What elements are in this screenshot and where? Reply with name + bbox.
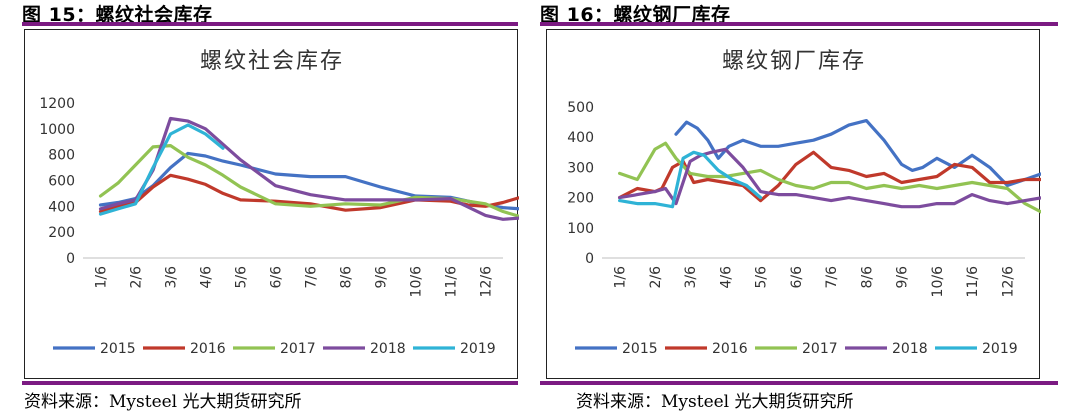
x-tick-label: 11/6	[965, 266, 981, 298]
y-tick-label: 0	[66, 251, 75, 267]
series-line-2017	[617, 141, 1041, 214]
figure-15-bottom-rule	[22, 381, 518, 385]
x-tick-label: 5/6	[754, 266, 770, 289]
series-line-2019	[98, 123, 225, 216]
x-tick-label: 8/6	[339, 266, 355, 289]
y-tick-label: 200	[567, 191, 594, 207]
series-line-2015	[674, 118, 1041, 188]
x-tick-label: 4/6	[199, 266, 215, 289]
series-line-2019	[617, 150, 763, 209]
legend-label-2018: 2018	[370, 341, 406, 357]
legend-label-2017: 2017	[280, 341, 316, 357]
series-line-2016	[617, 150, 1041, 203]
chart-title: 螺纹钢厂库存	[722, 49, 866, 74]
x-tick-label: 10/6	[409, 266, 425, 298]
figure-15-source: 资料来源：Mysteel 光大期货研究所	[24, 392, 302, 412]
series-line-2018	[617, 147, 1041, 209]
legend-label-2015: 2015	[100, 341, 136, 357]
legend-label-2018: 2018	[892, 341, 928, 357]
x-tick-label: 5/6	[234, 266, 250, 289]
x-tick-label: 2/6	[648, 266, 664, 289]
x-tick-label: 11/6	[444, 266, 460, 298]
series-line-2016	[98, 173, 519, 214]
figure-15-top-rule	[22, 22, 518, 26]
chart-social-inventory: 螺纹社会库存 0 200 400 600 800 1000 1200 1/6 2/6 3/6 4/6 5…	[39, 49, 519, 357]
y-tick-label: 300	[567, 160, 594, 176]
x-tick-label: 7/6	[824, 266, 840, 289]
x-tick-label: 1/6	[94, 266, 110, 289]
legend-label-2019: 2019	[460, 341, 496, 357]
chart-panel-social-inventory: 螺纹社会库存 0 200 400 600 800 1000 1200 1/6 2/6 3/6 4/6 5…	[24, 29, 519, 379]
legend-label-2015: 2015	[622, 341, 658, 357]
figure-16-bottom-rule	[540, 381, 1058, 385]
figure-15-title: 图 15：螺纹社会库存	[22, 4, 213, 26]
x-tick-label: 1/6	[613, 266, 629, 289]
x-tick-label: 6/6	[269, 266, 285, 289]
legend-label-2016: 2016	[712, 341, 748, 357]
y-tick-label: 800	[48, 148, 75, 164]
x-tick-label: 8/6	[859, 266, 875, 289]
y-tick-label: 200	[48, 225, 75, 241]
figure-16-source: 资料来源：Mysteel 光大期货研究所	[576, 392, 854, 412]
y-tick-label: 600	[48, 174, 75, 190]
series-line-2017	[98, 143, 519, 218]
legend-label-2019: 2019	[982, 341, 1018, 357]
x-tick-label: 3/6	[683, 266, 699, 289]
y-tick-label: 500	[567, 100, 594, 116]
x-tick-label: 12/6	[1000, 266, 1016, 298]
y-tick-label: 100	[567, 221, 594, 237]
x-tick-label: 9/6	[895, 266, 911, 289]
chart-title: 螺纹社会库存	[200, 49, 344, 74]
y-tick-label: 1200	[39, 96, 75, 112]
chart-panel-mill-inventory: 螺纹钢厂库存 0 100 200 300 400 500 1/6 2/6 3/6 4/6 5/6 6/6…	[546, 29, 1041, 379]
legend-label-2017: 2017	[802, 341, 838, 357]
figure-16-top-rule	[540, 22, 1058, 26]
x-tick-label: 4/6	[718, 266, 734, 289]
y-tick-label: 400	[567, 130, 594, 146]
x-tick-label: 10/6	[930, 266, 946, 298]
x-tick-label: 2/6	[129, 266, 145, 289]
y-tick-label: 0	[585, 251, 594, 267]
legend-label-2016: 2016	[190, 341, 226, 357]
x-tick-label: 12/6	[479, 266, 495, 298]
figure-16-title: 图 16：螺纹钢厂库存	[540, 4, 731, 26]
x-tick-label: 3/6	[164, 266, 180, 289]
x-tick-label: 9/6	[374, 266, 390, 289]
y-tick-label: 400	[48, 199, 75, 215]
y-tick-label: 1000	[39, 122, 75, 138]
chart-mill-inventory: 螺纹钢厂库存 0 100 200 300 400 500 1/6 2/6 3/6 4/6 5/6 6/6…	[567, 49, 1041, 357]
x-tick-label: 6/6	[789, 266, 805, 289]
x-tick-label: 7/6	[304, 266, 320, 289]
